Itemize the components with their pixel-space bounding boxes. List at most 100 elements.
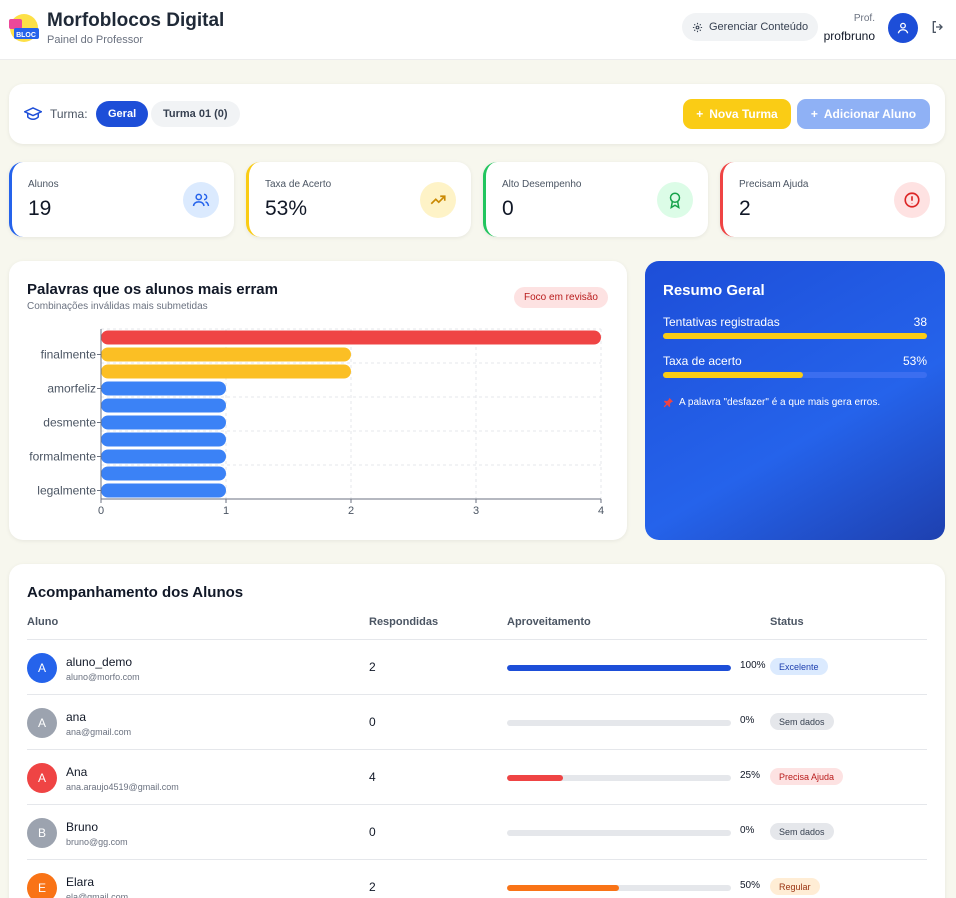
student-avatar: A (27, 708, 57, 738)
table-row[interactable]: E Elara ela@gmail.com 2 50% Regular (27, 860, 927, 898)
x-tick-label: 4 (598, 505, 604, 517)
performance-percent: 25% (740, 770, 761, 781)
pin-icon (663, 397, 674, 408)
attempts-label: Tentativas registradas (663, 315, 780, 329)
chart-bar (101, 330, 601, 345)
status-badge: Regular (770, 878, 820, 895)
username: profbruno (823, 29, 875, 43)
answered-count: 4 (369, 770, 376, 784)
tab-geral[interactable]: Geral (96, 101, 149, 127)
stat-value: 2 (739, 197, 751, 220)
student-name: Bruno (66, 820, 99, 834)
y-tick-label: desmente (43, 416, 96, 430)
chart-bar (101, 449, 226, 464)
student-email: ela@gmail.com (66, 892, 129, 898)
performance-percent: 0% (740, 825, 755, 836)
table-row[interactable]: B Bruno bruno@gg.com 0 0% Sem dados (27, 805, 927, 860)
student-name: Elara (66, 875, 95, 889)
student-name: aluno_demo (66, 655, 133, 669)
performance-percent: 100% (740, 660, 766, 671)
chart-bar (101, 432, 226, 447)
performance-percent: 0% (740, 715, 755, 726)
review-focus-badge: Foco em revisão (514, 287, 608, 308)
students-title: Acompanhamento dos Alunos (27, 584, 244, 601)
award-icon (657, 182, 693, 218)
accuracy-progress (663, 372, 927, 378)
stat-card-need-help: Precisam Ajuda 2 (720, 162, 945, 237)
answered-count: 0 (369, 825, 376, 839)
top-header: BLOC Morfoblocos Digital Painel do Profe… (0, 0, 956, 60)
column-header-performance: Aproveitamento (507, 616, 591, 628)
performance-bar (507, 830, 731, 836)
error-words-chart-card: Palavras que os alunos mais erram Combin… (9, 261, 627, 540)
attempts-progress (663, 333, 927, 339)
attempts-value: 38 (913, 315, 927, 329)
summary-note: A palavra "desfazer" é a que mais gera e… (663, 397, 880, 408)
students-tracking-card: Acompanhamento dos Alunos Aluno Respondi… (9, 564, 945, 898)
tab-turma-01[interactable]: Turma 01 (0) (151, 101, 240, 127)
plus-icon: + (810, 107, 818, 121)
student-email: ana@gmail.com (66, 727, 132, 737)
summary-title: Resumo Geral (663, 282, 765, 299)
add-student-label: Adicionar Aluno (823, 107, 917, 121)
class-label: Turma: (50, 107, 88, 121)
app-logo: BLOC (9, 14, 39, 42)
student-name: Ana (66, 765, 88, 779)
status-badge: Precisa Ajuda (770, 768, 844, 785)
column-header-status: Status (770, 616, 804, 628)
stat-card-high-performance: Alto Desempenho 0 (483, 162, 708, 237)
alert-circle-icon (894, 182, 930, 218)
header-divider (27, 639, 927, 640)
student-avatar: A (27, 763, 57, 793)
chart-bar (101, 398, 226, 413)
accuracy-label: Taxa de acerto (663, 354, 742, 368)
performance-bar-fill (507, 775, 563, 781)
new-class-label: Nova Turma (709, 107, 778, 121)
performance-percent: 50% (740, 880, 761, 891)
performance-bar (507, 885, 731, 891)
manage-content-button[interactable]: Gerenciar Conteúdo (682, 13, 819, 41)
chart-bar (101, 364, 351, 379)
gear-icon (692, 22, 703, 32)
stat-value: 0 (502, 197, 514, 220)
y-tick-label: amorfeliz (47, 382, 96, 396)
student-name: ana (66, 710, 87, 724)
y-tick-label: formalmente (29, 450, 96, 464)
x-tick-label: 1 (223, 505, 229, 517)
performance-bar (507, 665, 731, 671)
student-email: aluno@morfo.com (66, 672, 140, 682)
chart-bar (101, 415, 226, 430)
status-badge: Excelente (770, 658, 828, 675)
x-tick-label: 2 (348, 505, 354, 517)
performance-bar-fill (507, 885, 619, 891)
stat-value: 53% (265, 197, 308, 220)
x-tick-label: 0 (98, 505, 104, 517)
user-icon (897, 22, 909, 34)
svg-text:BLOC: BLOC (16, 32, 36, 39)
answered-count: 2 (369, 880, 376, 894)
chart-bar (101, 381, 226, 396)
attempts-progress-fill (663, 333, 927, 339)
status-badge: Sem dados (770, 823, 834, 840)
stat-label: Alto Desempenho (502, 179, 582, 190)
table-row[interactable]: A Ana ana.araujo4519@gmail.com 4 25% Precisa … (27, 750, 927, 805)
users-icon (183, 182, 219, 218)
new-class-button[interactable]: + Nova Turma (683, 99, 791, 129)
student-avatar: E (27, 873, 57, 898)
status-badge: Sem dados (770, 713, 834, 730)
chart-bar (101, 466, 226, 481)
accuracy-value: 53% (902, 354, 927, 368)
student-email: bruno@gg.com (66, 837, 128, 847)
add-student-button[interactable]: + Adicionar Aluno (797, 99, 930, 129)
user-avatar[interactable] (888, 13, 918, 43)
chart-bar (101, 347, 351, 362)
student-email: ana.araujo4519@gmail.com (66, 782, 179, 792)
prof-label: Prof. (853, 13, 875, 24)
performance-bar-fill (507, 665, 731, 671)
column-header-student: Aluno (27, 616, 59, 628)
stat-card-accuracy: Taxa de Acerto 53% (246, 162, 471, 237)
logout-icon[interactable] (930, 19, 946, 35)
student-avatar: A (27, 653, 57, 683)
